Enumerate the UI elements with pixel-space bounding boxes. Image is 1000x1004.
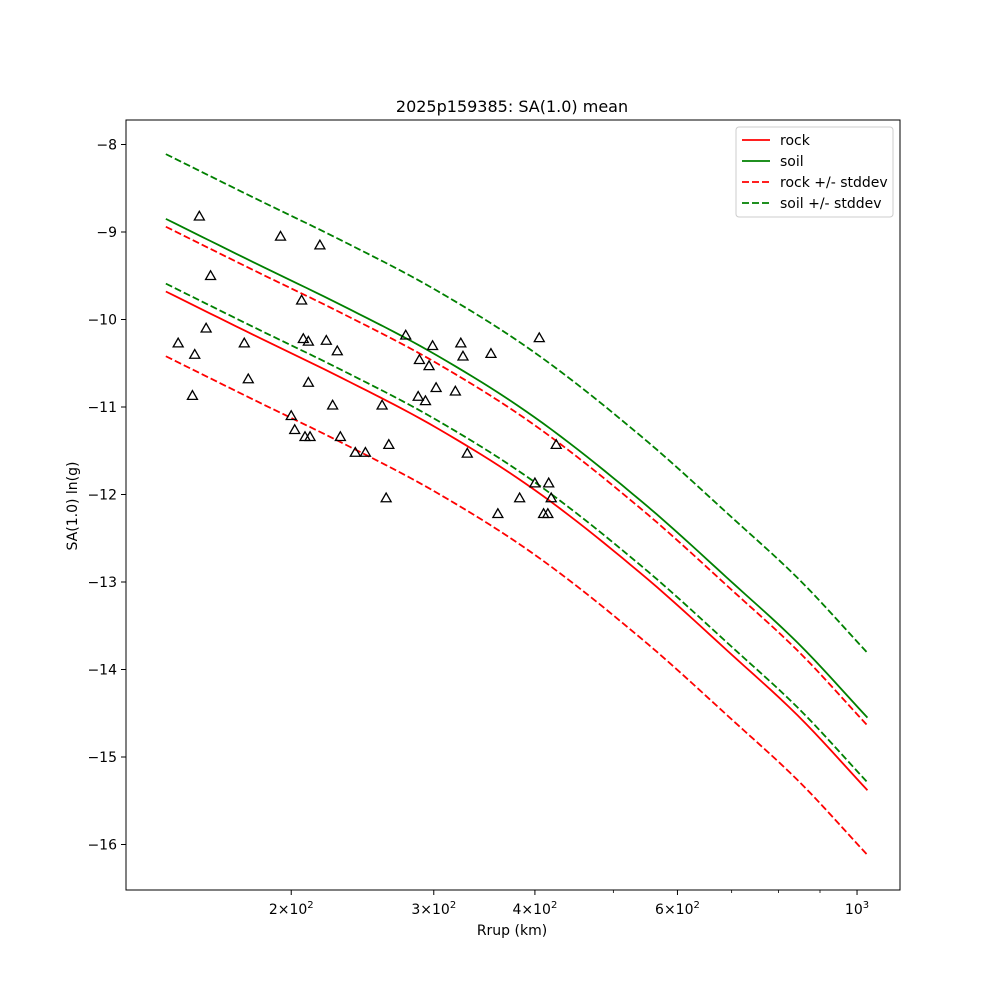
observation-marker: [375, 398, 389, 410]
series-line-soil-1: [165, 218, 869, 719]
observation-marker: [285, 409, 298, 421]
observation-marker: [295, 293, 308, 305]
observation-marker: [331, 344, 344, 356]
observation-marker: [491, 507, 504, 519]
y-axis-title: SA(1.0) ln(g): [65, 462, 81, 551]
y-tick-label: −11: [87, 400, 117, 416]
observation-marker: [313, 238, 327, 250]
observation-marker: [454, 336, 467, 348]
observation-marker: [200, 321, 213, 333]
observation-marker: [528, 476, 542, 488]
y-tick-label: −12: [87, 488, 117, 504]
observation-marker: [456, 349, 470, 361]
observation-marker: [297, 332, 310, 344]
observation-marker: [302, 376, 315, 387]
y-tick-label: −13: [87, 575, 117, 591]
legend-label: rock: [780, 133, 811, 149]
observation-marker: [545, 491, 558, 503]
observation-marker: [412, 390, 425, 401]
observation-marker: [533, 331, 546, 343]
observation-marker: [320, 334, 333, 345]
observation-marker: [542, 476, 555, 488]
axes: −8 −9 −10 −11 −12 −13 −14 −15 −16 2×102 3×102 4×102…: [87, 119, 901, 918]
observation-marker: [186, 389, 199, 401]
y-tick-label: −9: [96, 225, 117, 241]
y-tick-label: −14: [87, 663, 117, 679]
observation-marker: [238, 336, 251, 348]
x-axis-title: Rrup (km): [477, 923, 547, 939]
legend-label: rock +/- stddev: [780, 175, 888, 191]
x-tick-label: 103: [845, 900, 869, 918]
observation-marker: [303, 430, 317, 442]
plot-frame: [125, 119, 901, 891]
observation-marker: [193, 209, 206, 221]
x-tick-label: 3×102: [411, 900, 456, 918]
observation-marker: [449, 384, 462, 396]
observation-marker: [484, 347, 498, 359]
observation-marker: [422, 359, 436, 371]
observation-points: [172, 209, 563, 519]
series-line-soil-stddev-4: [165, 153, 869, 654]
observation-marker: [380, 491, 393, 503]
observation-marker: [188, 348, 201, 359]
observation-marker: [349, 446, 362, 457]
x-tick-label: 6×102: [655, 900, 700, 918]
observation-marker: [302, 335, 315, 346]
observation-marker: [326, 398, 339, 410]
observation-marker: [359, 446, 372, 457]
observation-marker: [513, 491, 526, 503]
observation-marker: [550, 438, 563, 450]
observation-marker: [429, 381, 443, 393]
observation-marker: [242, 372, 255, 384]
observation-marker: [413, 353, 426, 365]
observation-marker: [274, 230, 287, 241]
series-lines: [165, 153, 869, 856]
legend-box: [735, 126, 894, 218]
observation-marker: [461, 447, 474, 458]
observation-marker: [426, 339, 439, 351]
series-line-rock-stddev-3: [165, 355, 869, 856]
series-line-rock-0: [165, 290, 869, 791]
x-tick-label: 4×102: [512, 900, 557, 918]
legend-label: soil: [780, 154, 804, 170]
observation-marker: [419, 394, 432, 406]
y-tick-label: −15: [87, 750, 117, 766]
observation-marker: [382, 438, 395, 450]
legend: rock soil rock +/- stddev soil +/- stddev: [735, 126, 894, 218]
observation-marker: [399, 328, 412, 340]
y-tick-label: −10: [87, 313, 117, 329]
x-tick-label: 2×102: [269, 900, 314, 918]
observation-marker: [172, 336, 185, 348]
observation-marker: [334, 430, 347, 442]
legend-label: soil +/- stddev: [780, 196, 882, 212]
y-tick-label: −8: [96, 138, 117, 154]
observation-marker: [204, 269, 217, 281]
series-line-rock-stddev-2: [165, 225, 869, 727]
observation-marker: [541, 507, 554, 519]
y-tick-label: −16: [87, 838, 117, 854]
chart-title: 2025p159385: SA(1.0) mean: [396, 97, 628, 116]
series-line-soil-stddev-5: [165, 282, 869, 783]
observation-marker: [288, 423, 301, 435]
